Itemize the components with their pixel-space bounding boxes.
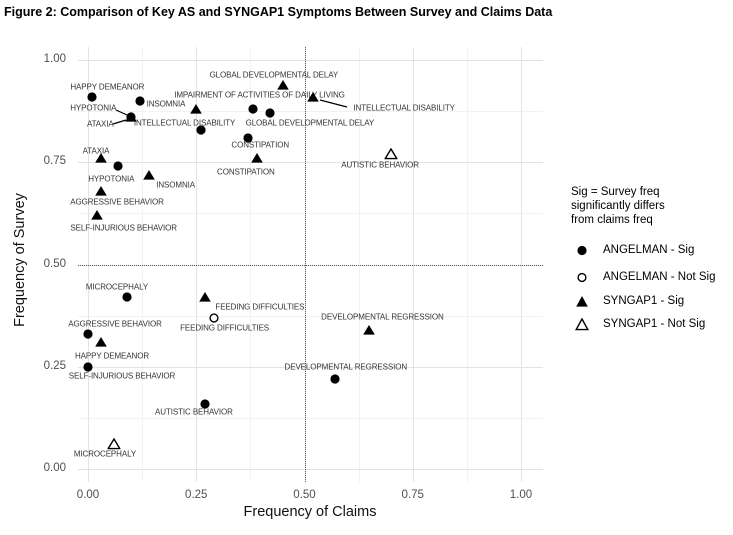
x-axis-tick-label: 1.00: [509, 489, 533, 501]
open-circle-icon: [574, 271, 590, 284]
legend-title: Sig = Survey freq significantly differs …: [571, 185, 665, 227]
grid-line-minor: [78, 417, 543, 419]
x-axis-title: Frequency of Claims: [243, 504, 377, 520]
grid-line-major: [78, 366, 543, 368]
point-label-microcephaly: MICROCEPHALY: [85, 282, 149, 292]
point-label-insomnia: INSOMNIA: [156, 180, 195, 190]
point-label-hypotonia: HYPOTONIA: [88, 174, 135, 184]
point-label-constipation: CONSTIPATION: [217, 167, 275, 177]
grid-line-minor: [78, 315, 543, 317]
point-label-self-injurious-behavior: SELF-INJURIOUS BEHAVIOR: [68, 371, 176, 381]
data-point-insomnia: [133, 95, 146, 107]
y-axis-tick-label: 0.25: [43, 359, 66, 372]
point-label-autistic-behavior: AUTISTIC BEHAVIOR: [341, 160, 419, 170]
filled-triangle-icon: [574, 295, 590, 308]
data-point-hypotonia: [125, 111, 138, 123]
point-label-global-developmental-delay: GLOBAL DEVELOPMENTAL DELAY: [209, 70, 339, 80]
data-point-ataxia: [94, 152, 107, 164]
point-label-feeding-difficulties: FEEDING DIFFICULTIES: [180, 323, 270, 333]
data-point-impairment-of-activities-of-daily-living: [246, 103, 259, 115]
data-point-aggressive-behavior: [94, 185, 107, 197]
data-point-autistic-behavior: [384, 147, 399, 160]
grid-line-minor: [78, 213, 543, 215]
point-label-self-injurious-behavior: SELF-INJURIOUS BEHAVIOR: [70, 223, 177, 233]
data-point-global-developmental-delay: [263, 107, 276, 119]
data-point-intellectual-disability: [194, 124, 207, 136]
point-label-feeding-difficulties: FEEDING DIFFICULTIES: [215, 302, 305, 312]
data-point-happy-demeanor: [94, 336, 107, 348]
y-axis-tick-label: 0.50: [43, 257, 66, 270]
point-label-developmental-regression: DEVELOPMENTAL REGRESSION: [321, 312, 444, 322]
point-label-hypotonia: HYPOTONIA: [70, 103, 117, 113]
open-triangle-icon: [574, 317, 590, 331]
point-label-intellectual-disability: INTELLECTUAL DISABILITY: [353, 103, 455, 113]
y-axis-tick-label: 0.75: [43, 155, 66, 168]
legend-item-label: ANGELMAN - Not Sig: [603, 271, 716, 283]
x-axis-tick-label: 0.50: [293, 489, 316, 501]
legend-item-label: SYNGAP1 - Not Sig: [603, 318, 706, 330]
data-point-global-developmental-delay: [276, 79, 289, 91]
data-point-self-injurious-behavior: [90, 209, 103, 221]
point-label-developmental-regression: DEVELOPMENTAL REGRESSION: [284, 362, 408, 372]
legend-item-label: ANGELMAN - Sig: [603, 244, 695, 256]
data-point-feeding-difficulties: [207, 312, 220, 324]
point-label-happy-demeanor: HAPPY DEMEANOR: [70, 82, 145, 92]
y-axis-tick-label: 0.00: [43, 462, 66, 474]
legend-title-line-3: from claims freq: [571, 214, 653, 226]
legend-item-label: SYNGAP1 - Sig: [603, 295, 685, 307]
x-axis-tick-label: 0.00: [76, 489, 100, 501]
y-axis-tick-label: 1.00: [43, 53, 66, 65]
point-label-ataxia: ATAXIA: [86, 119, 114, 129]
point-label-autistic-behavior: AUTISTIC BEHAVIOR: [155, 407, 233, 417]
grid-line-minor: [78, 111, 543, 113]
data-point-microcephaly: [106, 438, 122, 450]
point-label-aggressive-behavior: AGGRESSIVE BEHAVIOR: [68, 319, 162, 329]
point-label-constipation: CONSTIPATION: [231, 140, 290, 150]
point-label-insomnia: INSOMNIA: [146, 99, 186, 109]
grid-line-major: [78, 60, 543, 61]
x-axis-tick-label: 0.75: [401, 489, 424, 501]
data-point-constipation: [250, 152, 263, 164]
grid-line-major: [78, 162, 543, 164]
data-point-feeding-difficulties: [198, 291, 211, 303]
data-point-aggressive-behavior: [82, 328, 95, 340]
point-label-aggressive-behavior: AGGRESSIVE BEHAVIOR: [70, 197, 164, 207]
point-label-impairment-of-activities-of-daily-living: IMPAIRMENT OF ACTIVITIES OF DAILY LIVING: [174, 90, 345, 100]
y-axis-title: Frequency of Survey: [12, 193, 28, 327]
point-label-intellectual-disability: INTELLECTUAL DISABILITY: [133, 118, 236, 128]
data-point-impairment-of-activities-of-daily-living: [190, 103, 203, 115]
data-point-microcephaly: [120, 291, 133, 303]
legend-title-line-1: Sig = Survey freq: [571, 186, 660, 198]
filled-circle-icon: [574, 244, 590, 257]
leader-line-intellectual-disability: [319, 99, 348, 108]
data-point-constipation: [242, 132, 255, 144]
data-point-autistic-behavior: [198, 398, 211, 410]
data-point-insomnia: [142, 169, 155, 181]
data-point-developmental-regression: [328, 373, 341, 385]
x-axis-tick-label: 0.25: [185, 489, 208, 501]
reference-line-y: [78, 264, 543, 266]
data-point-happy-demeanor: [86, 91, 99, 103]
point-label-happy-demeanor: HAPPY DEMEANOR: [74, 351, 149, 361]
point-label-ataxia: ATAXIA: [82, 146, 110, 156]
legend-title-line-2: significantly differs: [571, 200, 665, 212]
data-point-developmental-regression: [363, 324, 376, 336]
data-point-intellectual-disability: [307, 91, 320, 103]
point-label-global-developmental-delay: GLOBAL DEVELOPMENTAL DELAY: [245, 118, 375, 128]
grid-line-major: [78, 469, 543, 470]
point-label-microcephaly: MICROCEPHALY: [73, 449, 137, 459]
data-point-self-injurious-behavior: [82, 361, 95, 373]
data-point-hypotonia: [112, 160, 125, 172]
figure-title: Figure 2: Comparison of Key AS and SYNGA…: [4, 5, 553, 19]
